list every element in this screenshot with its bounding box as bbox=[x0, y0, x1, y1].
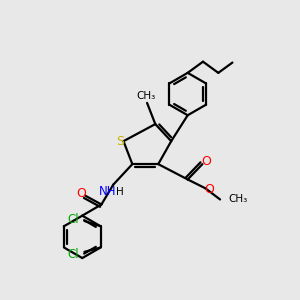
Text: CH₃: CH₃ bbox=[228, 194, 248, 205]
Text: S: S bbox=[116, 135, 124, 148]
Text: CH₃: CH₃ bbox=[136, 92, 155, 101]
Text: O: O bbox=[204, 183, 214, 196]
Text: H: H bbox=[116, 187, 124, 197]
Text: NH: NH bbox=[99, 185, 117, 198]
Text: O: O bbox=[76, 188, 86, 200]
Text: Cl: Cl bbox=[68, 213, 79, 226]
Text: O: O bbox=[201, 155, 211, 168]
Text: Cl: Cl bbox=[68, 248, 79, 261]
